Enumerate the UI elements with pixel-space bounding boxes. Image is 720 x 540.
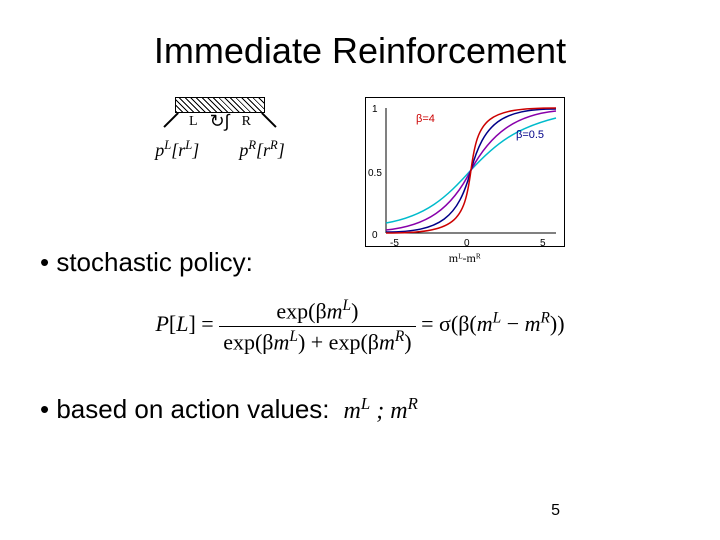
svg-text:1: 1	[372, 104, 378, 115]
bottom-row: • based on action values: mL ; mR	[40, 394, 680, 425]
bee-row: L ↻∫ R	[189, 111, 251, 132]
label-L: L	[189, 114, 198, 130]
svg-text:-5: -5	[390, 238, 399, 248]
prob-left: pL[rL]	[155, 138, 199, 161]
hatched-bar	[175, 97, 265, 113]
svg-text:5: 5	[540, 238, 546, 248]
action-values-formula: mL ; mR	[344, 394, 418, 425]
bullet-action-values: • based on action values:	[40, 394, 330, 425]
svg-text:0: 0	[464, 238, 470, 248]
sigmoid-chart: 1 0.5 0 -5 0 5 β=4 β=0.5 mᴸ-mᴿ	[365, 97, 565, 247]
label-R: R	[242, 114, 251, 130]
svg-text:0: 0	[372, 230, 378, 241]
softmax-equation: P[L] = exp(βmL) exp(βmL) + exp(βmR) = σ(…	[40, 298, 680, 354]
prob-formulas: pL[rL] pR[rR]	[155, 138, 285, 161]
bee-diagram: L ↻∫ R pL[rL] pR[rR]	[155, 97, 285, 161]
chart-xlabel: mᴸ-mᴿ	[366, 251, 564, 266]
prob-right: pR[rR]	[239, 138, 284, 161]
page-title: Immediate Reinforcement	[40, 30, 680, 72]
diagram-row: L ↻∫ R pL[rL] pR[rR] 1 0.5 0 -5 0 5	[40, 97, 680, 247]
page-number: 5	[551, 502, 560, 520]
svg-text:β=4: β=4	[416, 113, 435, 125]
svg-text:0.5: 0.5	[368, 168, 382, 179]
svg-text:β=0.5: β=0.5	[516, 129, 544, 141]
bullet-stochastic: • stochastic policy:	[40, 247, 680, 278]
bee-icon: ↻∫	[210, 111, 230, 132]
